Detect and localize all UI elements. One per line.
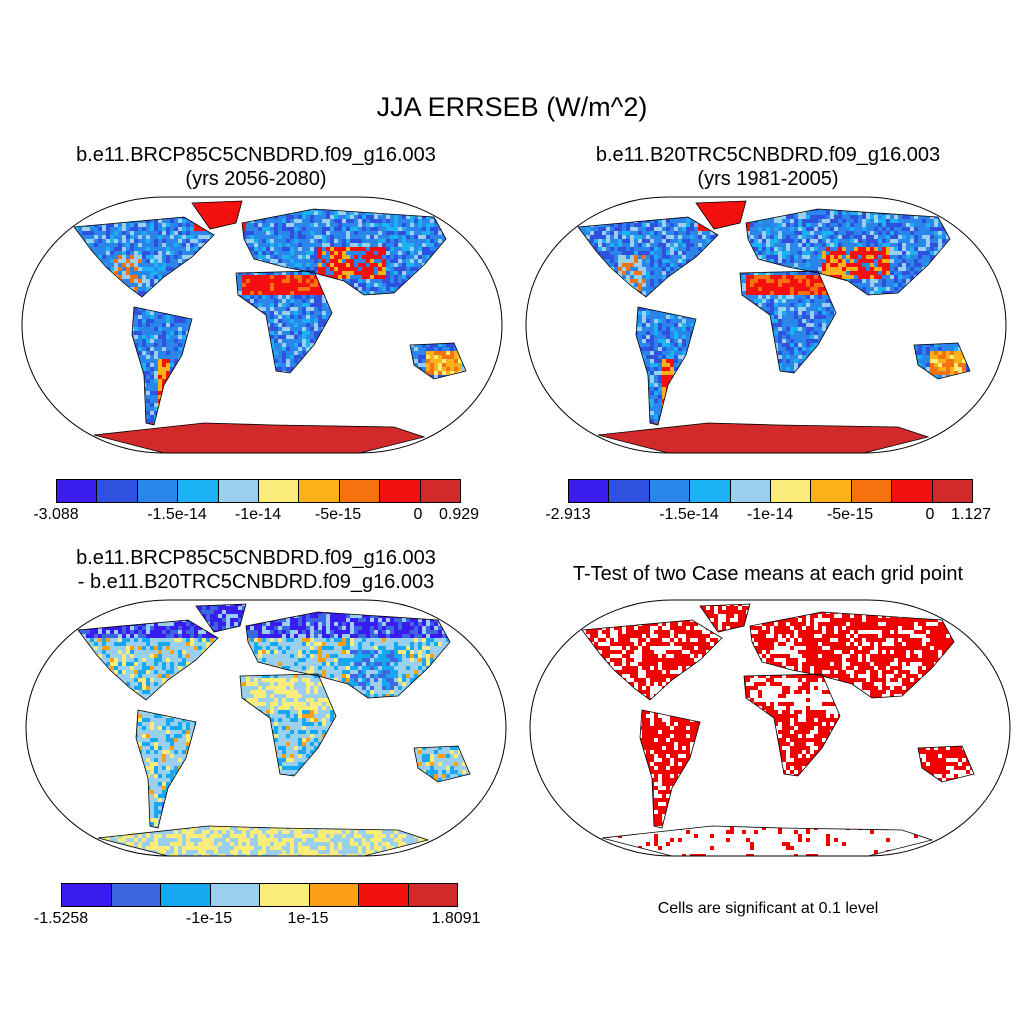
colorbar-box xyxy=(569,480,610,502)
coastline-south-america xyxy=(135,709,197,829)
colorbar-2-tick: -5e-15 xyxy=(827,506,873,524)
figure-title: JJA ERRSEB (W/m^2) xyxy=(0,92,1024,123)
coastline-eurasia xyxy=(241,208,447,296)
colorbar-box xyxy=(408,884,457,906)
colorbar-box xyxy=(730,480,772,502)
colorbar-2-tick: 0 xyxy=(926,506,935,524)
coastline-eurasia xyxy=(749,611,955,699)
panel-2-title-line1: b.e11.B20TRC5CNBDRD.f09_g16.003 xyxy=(512,143,1024,167)
colorbar-1-tick: -1e-14 xyxy=(235,506,281,524)
colorbar-box xyxy=(161,884,211,906)
colorbar-box xyxy=(218,480,260,502)
coastline-south-america xyxy=(639,709,701,829)
panel-4-title: T-Test of two Case means at each grid po… xyxy=(512,562,1024,586)
colorbar-box xyxy=(811,480,852,502)
panel-3-title-line1: b.e11.BRCP85C5CNBDRD.f09_g16.003 xyxy=(0,546,512,570)
colorbar-box xyxy=(690,480,731,502)
colorbar-2-tick: -1.5e-14 xyxy=(659,506,719,524)
coastline-australia xyxy=(917,745,975,783)
colorbar-box xyxy=(309,884,359,906)
colorbar-box xyxy=(62,884,112,906)
panel-2-title: b.e11.B20TRC5CNBDRD.f09_g16.003 (yrs 198… xyxy=(512,143,1024,191)
coastline-north-america xyxy=(581,619,723,701)
panel-2-title-line2: (yrs 1981-2005) xyxy=(512,167,1024,191)
colorbar-2-tick: 1.127 xyxy=(951,506,991,524)
colorbar-3-tick: -1.5258 xyxy=(34,910,88,928)
colorbar-box xyxy=(380,480,421,502)
colorbar-box xyxy=(178,480,219,502)
coastline-north-america xyxy=(73,216,215,298)
coastline-north-america xyxy=(577,216,719,298)
colorbar-2-tick: -1e-14 xyxy=(747,506,793,524)
colorbar-box xyxy=(359,884,409,906)
colorbar-difference xyxy=(61,883,458,907)
coastline-antarctica xyxy=(597,422,930,453)
colorbar-box xyxy=(771,480,812,502)
panel-3-title-line2: - b.e11.B20TRC5CNBDRD.f09_g16.003 xyxy=(0,570,512,594)
map-panel-difference xyxy=(25,599,507,857)
colorbar-box xyxy=(339,480,381,502)
coastline-africa xyxy=(235,270,333,374)
coastline-greenland xyxy=(699,603,751,633)
colorbar-box xyxy=(111,884,161,906)
projection-frame xyxy=(529,599,1011,857)
colorbar-3-tick: 1.8091 xyxy=(432,910,481,928)
coastline-greenland xyxy=(695,200,747,230)
coastline-south-america xyxy=(131,306,193,426)
colorbar-future xyxy=(56,479,461,503)
coastline-eurasia xyxy=(245,611,451,699)
coastline-antarctica xyxy=(97,825,430,856)
coastline-australia xyxy=(413,745,471,783)
coastline-greenland xyxy=(191,200,243,230)
coastline-antarctica xyxy=(601,825,934,856)
colorbar-1-tick: 0 xyxy=(414,506,423,524)
panel-4-title-line1: T-Test of two Case means at each grid po… xyxy=(512,562,1024,586)
colorbar-1-tick: -1.5e-14 xyxy=(147,506,207,524)
colorbar-historical xyxy=(568,479,973,503)
panel-1-title-line2: (yrs 2056-2080) xyxy=(0,167,512,191)
colorbar-box xyxy=(97,480,138,502)
coastline-south-america xyxy=(635,306,697,426)
colorbar-box xyxy=(609,480,650,502)
colorbar-1-tick: -3.088 xyxy=(33,506,78,524)
significance-note: Cells are significant at 0.1 level xyxy=(512,900,1024,918)
colorbar-box xyxy=(420,480,461,502)
colorbar-box xyxy=(299,480,340,502)
colorbar-box xyxy=(851,480,893,502)
panel-3-title: b.e11.BRCP85C5CNBDRD.f09_g16.003 - b.e11… xyxy=(0,546,512,594)
coastline-australia xyxy=(913,342,971,380)
map-panel-future xyxy=(21,196,503,454)
coastline-africa xyxy=(743,673,841,777)
projection-frame xyxy=(25,599,507,857)
colorbar-box xyxy=(210,884,260,906)
colorbar-box xyxy=(137,480,179,502)
coastline-greenland xyxy=(195,603,247,633)
map-panel-ttest xyxy=(529,599,1011,857)
colorbar-box xyxy=(892,480,933,502)
colorbar-2-tick: -2.913 xyxy=(545,506,590,524)
projection-frame xyxy=(525,196,1007,454)
coastline-australia xyxy=(409,342,467,380)
colorbar-box xyxy=(649,480,691,502)
projection-frame xyxy=(21,196,503,454)
colorbar-box xyxy=(932,480,973,502)
colorbar-1-tick: 0.929 xyxy=(439,506,479,524)
colorbar-3-tick: -1e-15 xyxy=(186,910,232,928)
coastline-north-america xyxy=(77,619,219,701)
colorbar-box xyxy=(260,884,310,906)
colorbar-box xyxy=(259,480,300,502)
panel-1-title: b.e11.BRCP85C5CNBDRD.f09_g16.003 (yrs 20… xyxy=(0,143,512,191)
coastline-africa xyxy=(739,270,837,374)
coastline-africa xyxy=(239,673,337,777)
colorbar-1-tick: -5e-15 xyxy=(315,506,361,524)
map-panel-historical xyxy=(525,196,1007,454)
colorbar-box xyxy=(57,480,98,502)
panel-1-title-line1: b.e11.BRCP85C5CNBDRD.f09_g16.003 xyxy=(0,143,512,167)
colorbar-3-tick: 1e-15 xyxy=(288,910,329,928)
coastline-antarctica xyxy=(93,422,426,453)
coastline-eurasia xyxy=(745,208,951,296)
